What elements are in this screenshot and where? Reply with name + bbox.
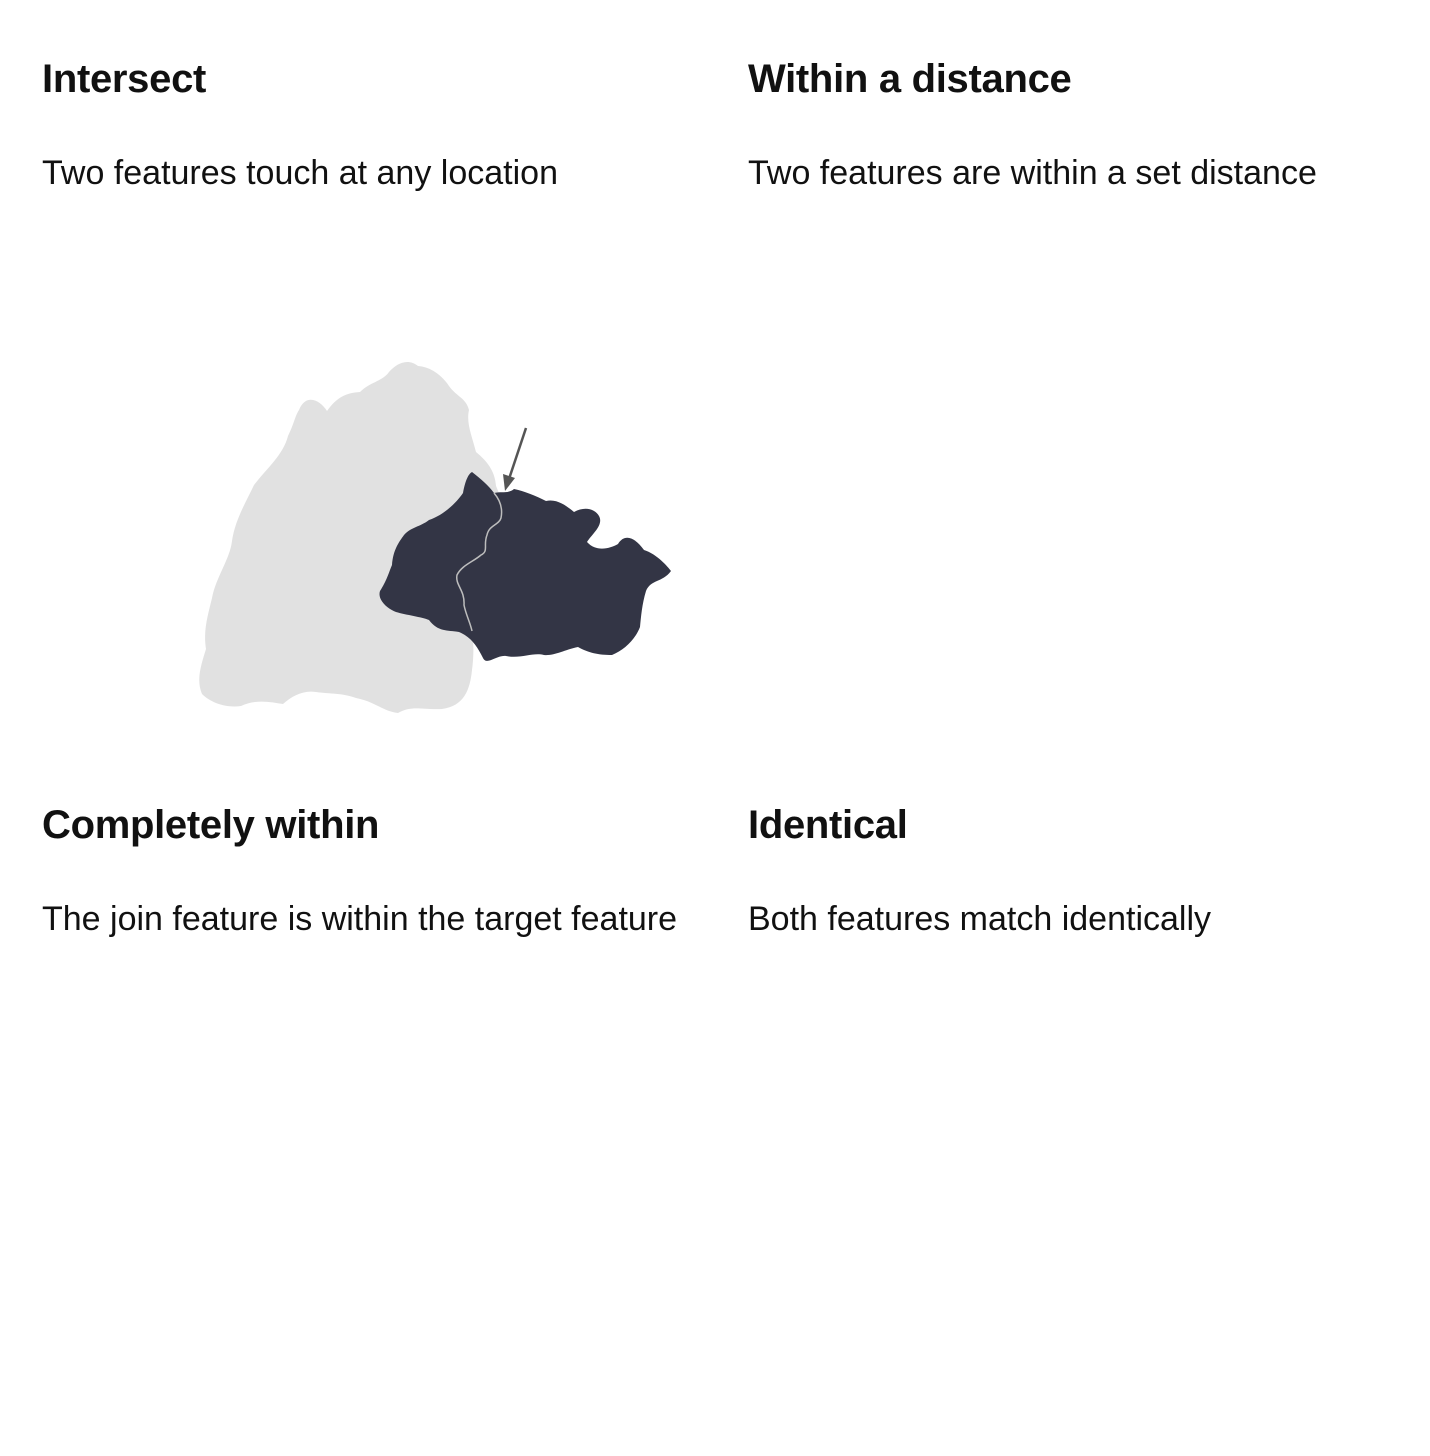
target-feature-shape [199,361,502,713]
panel-title: Completely within [42,803,380,847]
completely-within-figure [42,801,722,1456]
arrow-icon [503,427,528,491]
panel-description: The join feature is within the target fe… [42,900,678,938]
intersect-figure [199,361,671,713]
panel-description: Two features touch at any location [42,154,558,192]
panel-title: Identical [748,803,908,847]
panel-title: Intersect [42,57,207,101]
panel-description: Both features match identically [748,900,1212,938]
boundary-line [456,492,503,632]
join-feature-shape [379,472,671,661]
panel-title: Within a distance [748,57,1072,101]
panel-description: Two features are within a set distance [748,154,1317,192]
within-distance-figure [748,55,1428,675]
identical-figure [748,801,1428,1456]
